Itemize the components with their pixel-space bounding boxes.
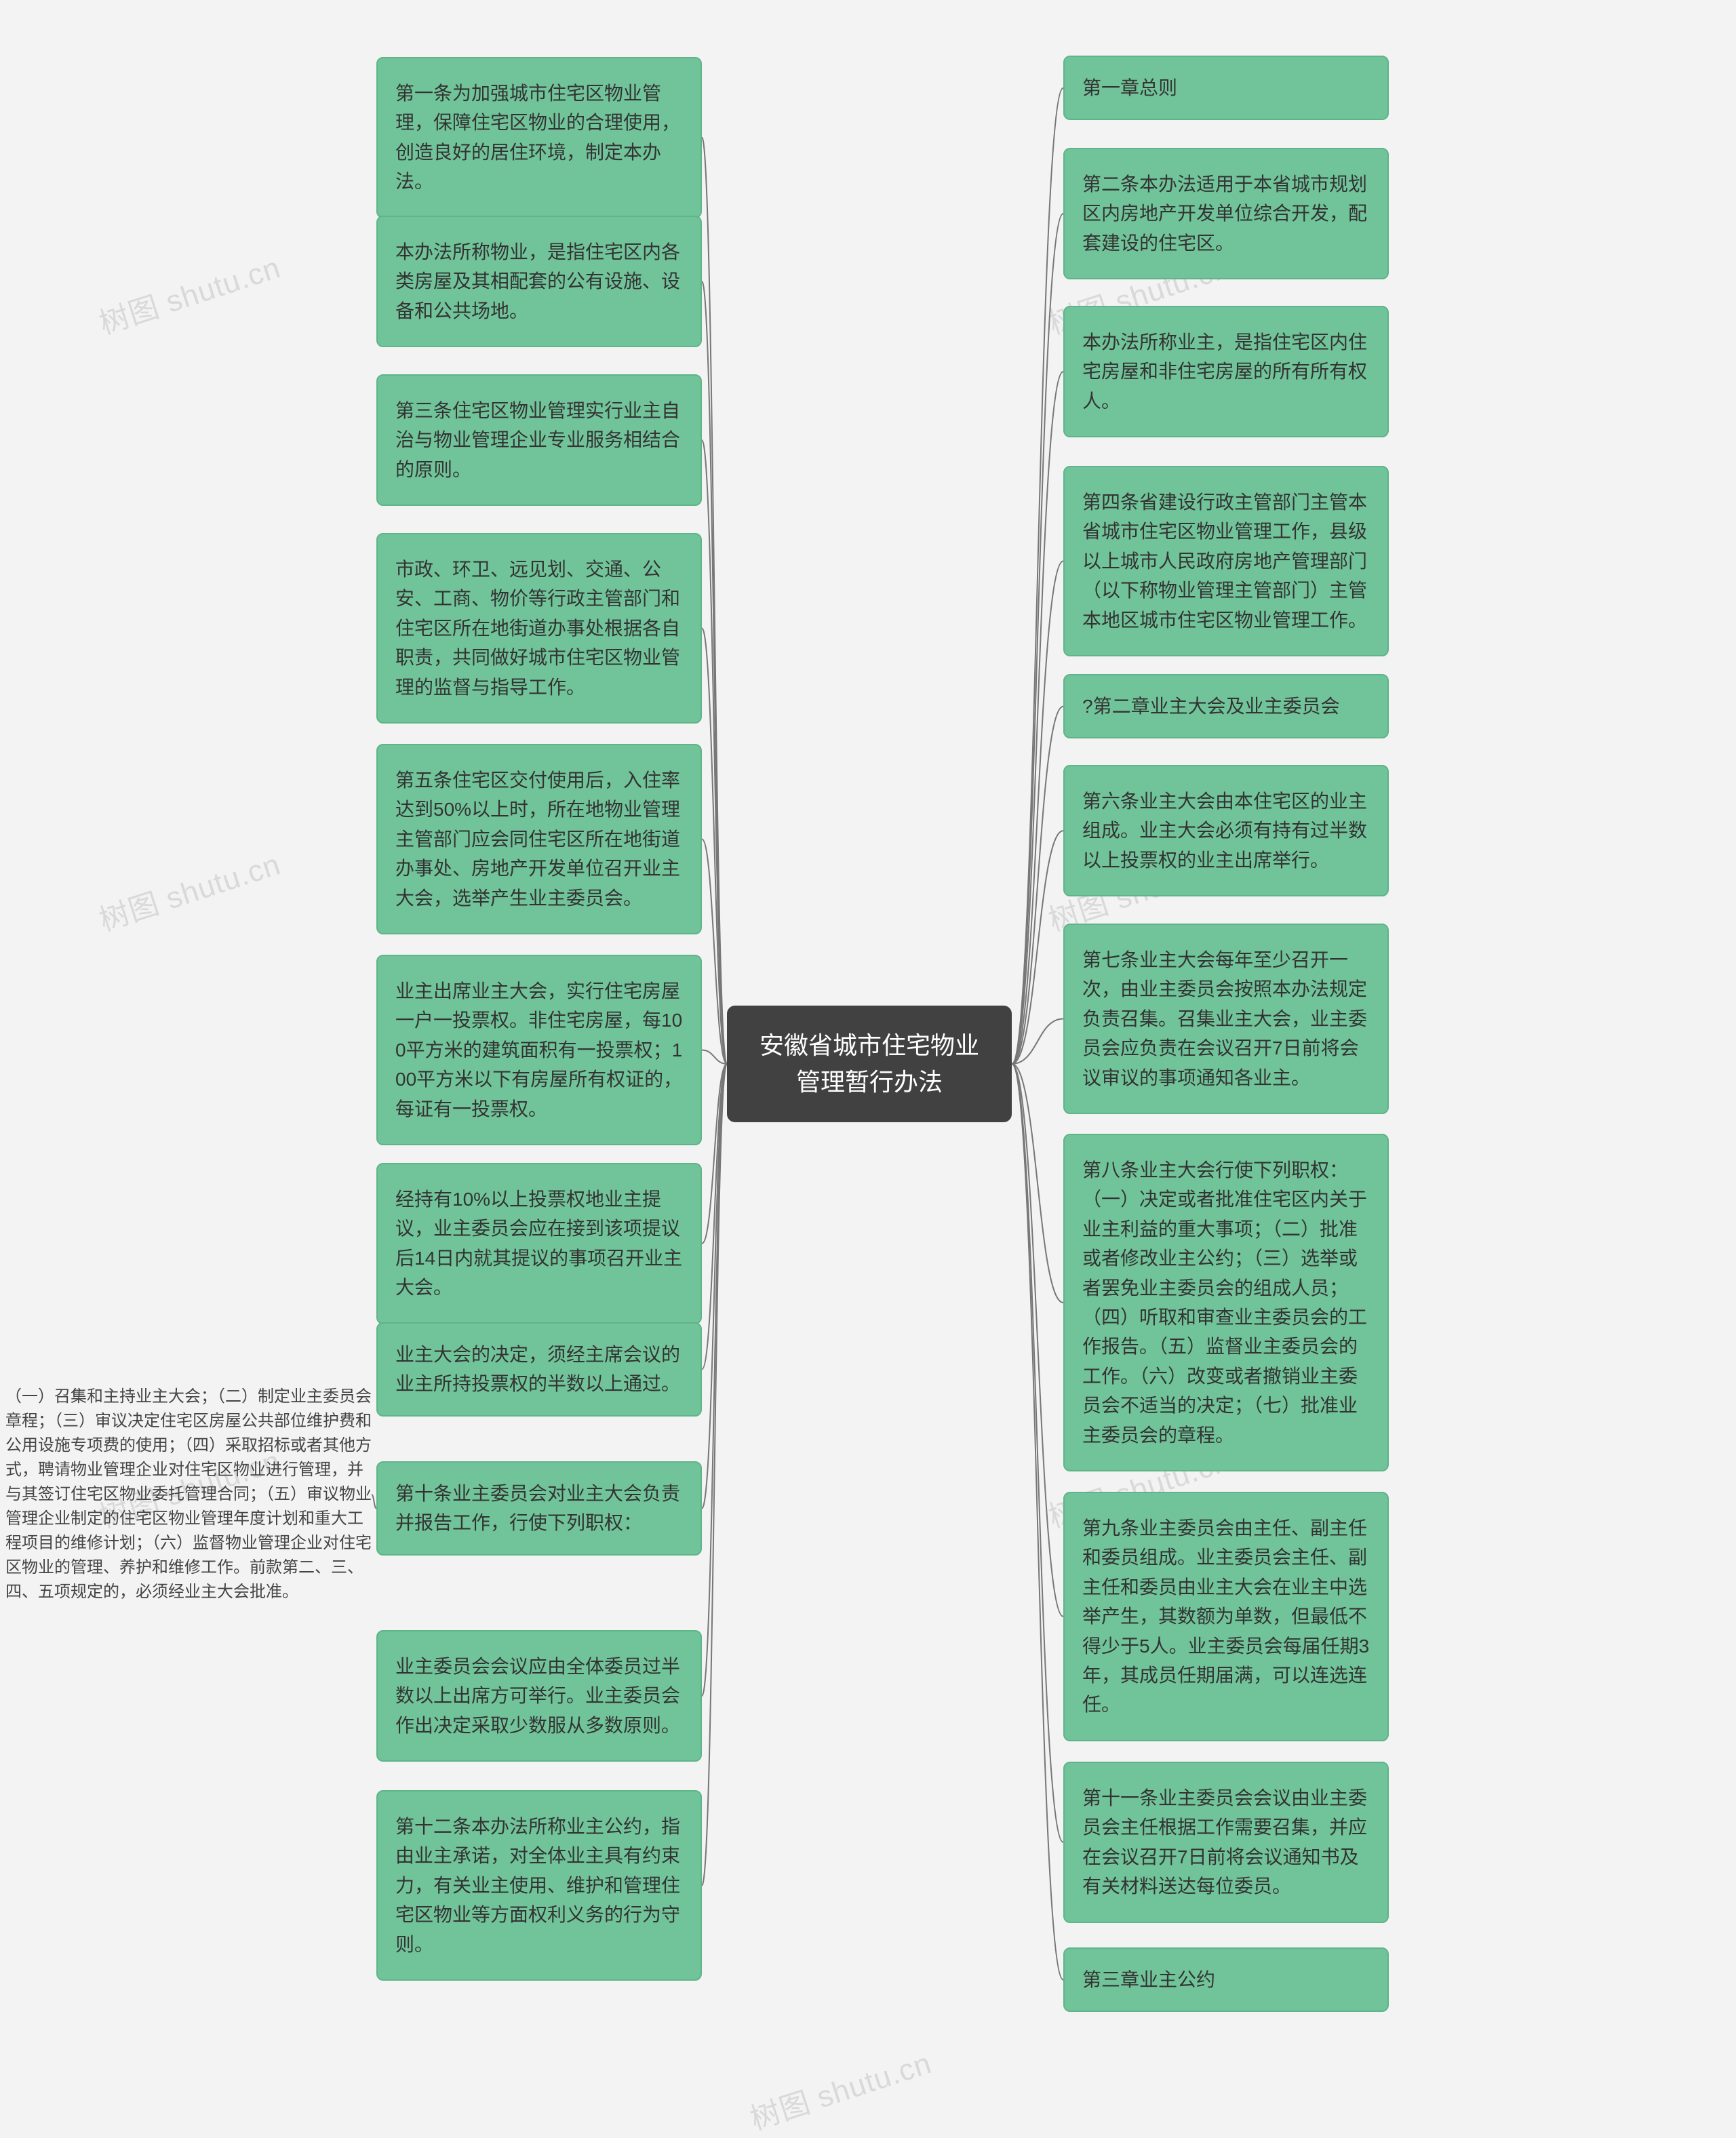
right-branch-node[interactable]: 第九条业主委员会由主任、副主任和委员组成。业主委员会主任、副主任和委员由业主大会… [1063, 1492, 1389, 1741]
left-branch-node[interactable]: 第三条住宅区物业管理实行业主自治与物业管理企业专业服务相结合的原则。 [376, 374, 702, 506]
right-branch-node[interactable]: ?第二章业主大会及业主委员会 [1063, 674, 1389, 738]
left-branch-node[interactable]: 业主委员会会议应由全体委员过半数以上出席方可举行。业主委员会作出决定采取少数服从… [376, 1630, 702, 1762]
right-branch-node[interactable]: 第六条业主大会由本住宅区的业主组成。业主大会必须有持有过半数以上投票权的业主出席… [1063, 765, 1389, 896]
right-branch-node[interactable]: 本办法所称业主，是指住宅区内住宅房屋和非住宅房屋的所有所有权人。 [1063, 306, 1389, 437]
right-branch-node[interactable]: 第十一条业主委员会会议由业主委员会主任根据工作需要召集，并应在会议召开7日前将会… [1063, 1762, 1389, 1923]
left-branch-node[interactable]: 第十二条本办法所称业主公约，指由业主承诺，对全体业主具有约束力，有关业主使用、维… [376, 1790, 702, 1981]
left-branch-node[interactable]: 经持有10%以上投票权地业主提议，业主委员会应在接到该项提议后14日内就其提议的… [376, 1163, 702, 1324]
right-branch-node[interactable]: 第一章总则 [1063, 56, 1389, 120]
right-branch-node[interactable]: 第八条业主大会行使下列职权：（一）决定或者批准住宅区内关于业主利益的重大事项；（… [1063, 1134, 1389, 1471]
left-branch-node[interactable]: 业主出席业主大会，实行住宅房屋一户一投票权。非住宅房屋，每100平方米的建筑面积… [376, 955, 702, 1145]
left-branch-node[interactable]: 本办法所称物业，是指住宅区内各类房屋及其相配套的公有设施、设备和公共场地。 [376, 216, 702, 347]
right-branch-node[interactable]: 第二条本办法适用于本省城市规划区内房地产开发单位综合开发，配套建设的住宅区。 [1063, 148, 1389, 279]
center-topic[interactable]: 安徽省城市住宅物业管理暂行办法 [727, 1006, 1012, 1122]
left-branch-node[interactable]: 业主大会的决定，须经主席会议的业主所持投票权的半数以上通过。 [376, 1322, 702, 1417]
left-branch-node[interactable]: 第十条业主委员会对业主大会负责并报告工作，行使下列职权： [376, 1461, 702, 1556]
right-branch-node[interactable]: 第三章业主公约 [1063, 1947, 1389, 2012]
left-branch-node[interactable]: 市政、环卫、远见划、交通、公安、工商、物价等行政主管部门和住宅区所在地街道办事处… [376, 533, 702, 724]
right-branch-node[interactable]: 第四条省建设行政主管部门主管本省城市住宅区物业管理工作，县级以上城市人民政府房地… [1063, 466, 1389, 656]
left-sub-node: （一）召集和主持业主大会；（二）制定业主委员会章程；（三）审议决定住宅区房屋公共… [5, 1385, 372, 1604]
right-branch-node[interactable]: 第七条业主大会每年至少召开一次，由业主委员会按照本办法规定负责召集。召集业主大会… [1063, 924, 1389, 1114]
left-branch-node[interactable]: 第一条为加强城市住宅区物业管理，保障住宅区物业的合理使用，创造良好的居住环境，制… [376, 57, 702, 218]
left-branch-node[interactable]: 第五条住宅区交付使用后，入住率达到50%以上时，所在地物业管理主管部门应会同住宅… [376, 744, 702, 934]
